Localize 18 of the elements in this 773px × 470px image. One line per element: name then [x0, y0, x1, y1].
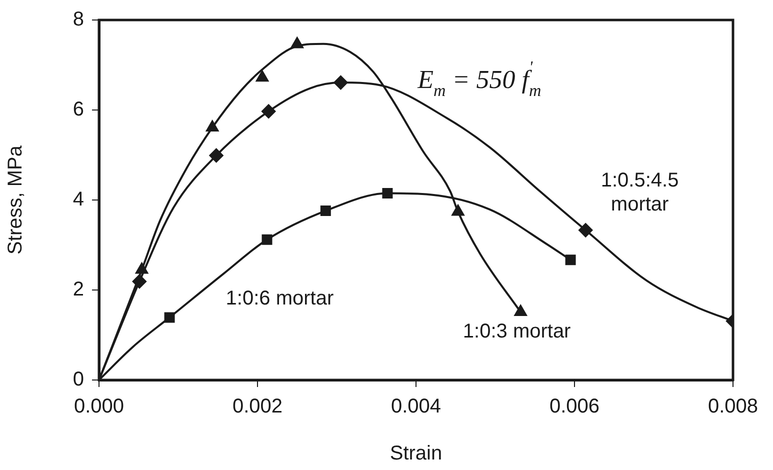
point	[514, 305, 527, 316]
point	[565, 254, 576, 266]
y-tick-label: 0	[72, 368, 84, 391]
x-axis-title: Strain	[390, 442, 442, 465]
point	[256, 70, 268, 82]
x-tick-label: 0.008	[708, 396, 758, 418]
y-axis-title: Stress, MPa	[4, 144, 27, 254]
series-label: 1:0.5:4.5 mortar	[600, 170, 679, 216]
y-tick-label: 6	[72, 98, 84, 121]
y-tick-label: 2	[72, 278, 84, 301]
x-tick-label: 0.000	[74, 396, 124, 418]
x-tick-label: 0.006	[549, 396, 600, 418]
y-tick-label: 8	[72, 8, 84, 31]
y-tick-label: 4	[72, 188, 84, 211]
x-tick-label: 0.002	[232, 396, 283, 418]
x-tick-label: 0.004	[390, 396, 442, 418]
series-label: 1:0:3 mortar	[462, 320, 572, 343]
series-label: 1:0:6 mortar	[226, 288, 334, 310]
